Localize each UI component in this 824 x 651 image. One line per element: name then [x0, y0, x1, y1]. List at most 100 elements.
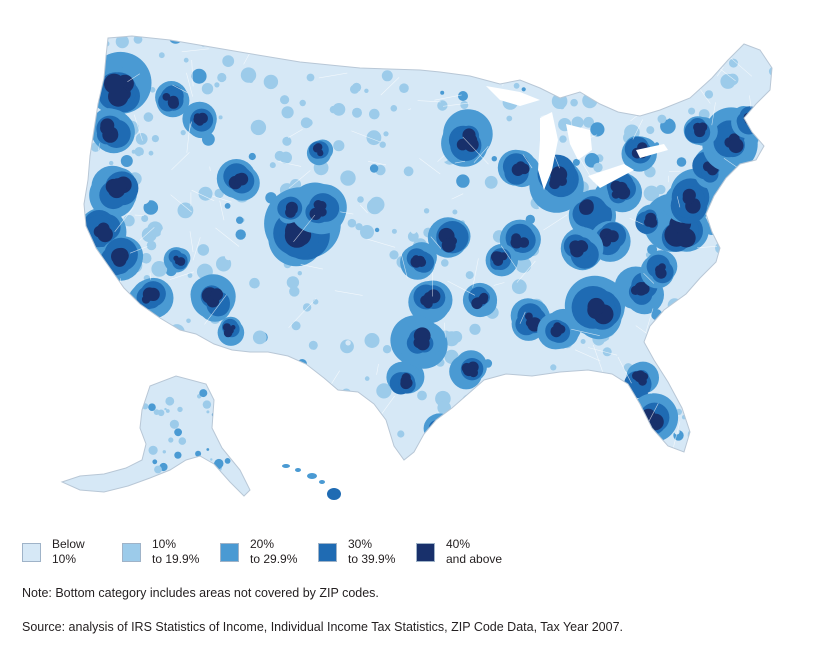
map-region-patch — [157, 409, 165, 417]
map-urban-hotspot — [510, 236, 523, 249]
map-region-patch — [113, 318, 121, 326]
map-region-patch — [280, 452, 286, 457]
map-region-patch — [328, 38, 341, 51]
map-region-patch — [218, 115, 223, 120]
map-region-patch — [364, 333, 380, 348]
map-region-patch — [360, 225, 374, 239]
map-region-patch — [162, 450, 166, 454]
map-source: Source: analysis of IRS Statistics of In… — [22, 620, 624, 634]
map-region-patch — [332, 103, 346, 116]
map-region-patch — [587, 394, 598, 405]
map-region-patch — [217, 399, 224, 406]
map-region-patch — [346, 44, 361, 59]
map-region-patch — [84, 382, 95, 394]
map-region-patch — [581, 74, 588, 80]
map-urban-hotspot — [569, 240, 582, 253]
map-urban-hotspot — [415, 255, 426, 266]
map-region-patch — [89, 395, 101, 407]
map-region-patch — [519, 64, 534, 78]
map-region-patch — [417, 390, 427, 401]
map-urban-hotspot — [728, 138, 744, 154]
map-urban-hotspot — [511, 163, 525, 176]
map-region-patch — [252, 330, 267, 345]
map-urban-hotspot — [550, 325, 563, 338]
map-region-patch — [357, 196, 364, 203]
map-region-patch — [510, 130, 516, 136]
map-region-patch — [492, 443, 498, 450]
map-region-patch — [763, 36, 772, 50]
map-urban-hotspot — [400, 375, 412, 387]
map-region-patch — [152, 459, 158, 465]
map-region-patch — [148, 403, 156, 412]
map-region-patch — [631, 442, 642, 453]
map-urban-hotspot — [491, 251, 503, 263]
map-region-patch — [225, 36, 239, 46]
map-region-patch — [289, 286, 300, 297]
map-region-patch — [558, 374, 571, 386]
map-region-patch — [461, 394, 477, 410]
map-urban-hotspot — [176, 257, 186, 266]
map-region-patch — [181, 473, 189, 481]
map-urban-hotspot — [428, 419, 453, 444]
map-region-patch — [691, 349, 704, 362]
map-region-patch — [198, 186, 213, 201]
map-region-patch — [579, 36, 596, 49]
map-region-patch — [695, 74, 703, 82]
map-region-patch — [269, 162, 276, 169]
map-urban-hotspot — [431, 426, 442, 438]
legend-label-line2: to 39.9% — [348, 552, 396, 566]
map-region-patch — [513, 82, 520, 89]
map-region-patch — [151, 261, 168, 277]
map-urban-hotspot — [97, 226, 113, 243]
map-region-patch — [542, 391, 553, 402]
map-region-patch — [116, 379, 123, 385]
map-region-patch — [600, 93, 611, 104]
map-region-patch — [627, 52, 633, 57]
map-region-patch — [170, 341, 181, 352]
map-region-patch — [263, 37, 269, 44]
map-region-patch — [149, 87, 156, 93]
map-region-patch — [204, 477, 208, 481]
map-region-patch — [306, 405, 320, 419]
map-region-patch — [761, 175, 767, 182]
map-region-patch — [174, 451, 182, 459]
map-region-patch — [355, 223, 363, 231]
map-region-patch — [168, 437, 174, 443]
map-region-patch — [473, 451, 480, 458]
map-region-patch — [534, 399, 545, 409]
map-region-patch — [468, 36, 480, 47]
map-urban-hotspot — [478, 294, 488, 305]
map-region-patch — [134, 147, 144, 157]
map-region-patch — [177, 406, 183, 413]
map-urban-hotspot — [605, 232, 616, 243]
map-region-patch — [765, 202, 772, 216]
map-region-patch — [314, 53, 331, 69]
map-region-patch — [758, 410, 771, 424]
map-region-patch — [281, 106, 294, 119]
map-region-patch — [376, 383, 392, 399]
map-region-patch — [484, 175, 498, 189]
map-region-patch — [715, 242, 727, 254]
map-region-patch — [491, 156, 497, 162]
legend-label-line1: Below — [52, 537, 85, 551]
map-urban-hotspot — [210, 288, 223, 301]
map-region-patch — [610, 94, 616, 99]
map-region-patch — [646, 126, 655, 135]
map-region-patch — [521, 87, 526, 92]
legend-label-line2: to 19.9% — [152, 552, 200, 566]
map-region-patch — [206, 322, 214, 330]
map-region-patch — [367, 404, 380, 418]
map-region-patch — [164, 407, 167, 411]
map-region-patch — [423, 208, 430, 214]
map-region-patch — [745, 366, 761, 382]
map-region-patch — [84, 376, 98, 392]
map-region-patch — [709, 379, 716, 385]
map-region-patch — [534, 424, 545, 435]
map-region-patch — [85, 380, 97, 393]
map-region-patch — [583, 116, 594, 128]
map-urban-hotspot — [630, 285, 641, 295]
map-region-patch — [153, 452, 156, 455]
map-region-patch — [312, 406, 317, 412]
map-region-patch — [610, 100, 617, 107]
map-region-patch — [235, 229, 246, 240]
